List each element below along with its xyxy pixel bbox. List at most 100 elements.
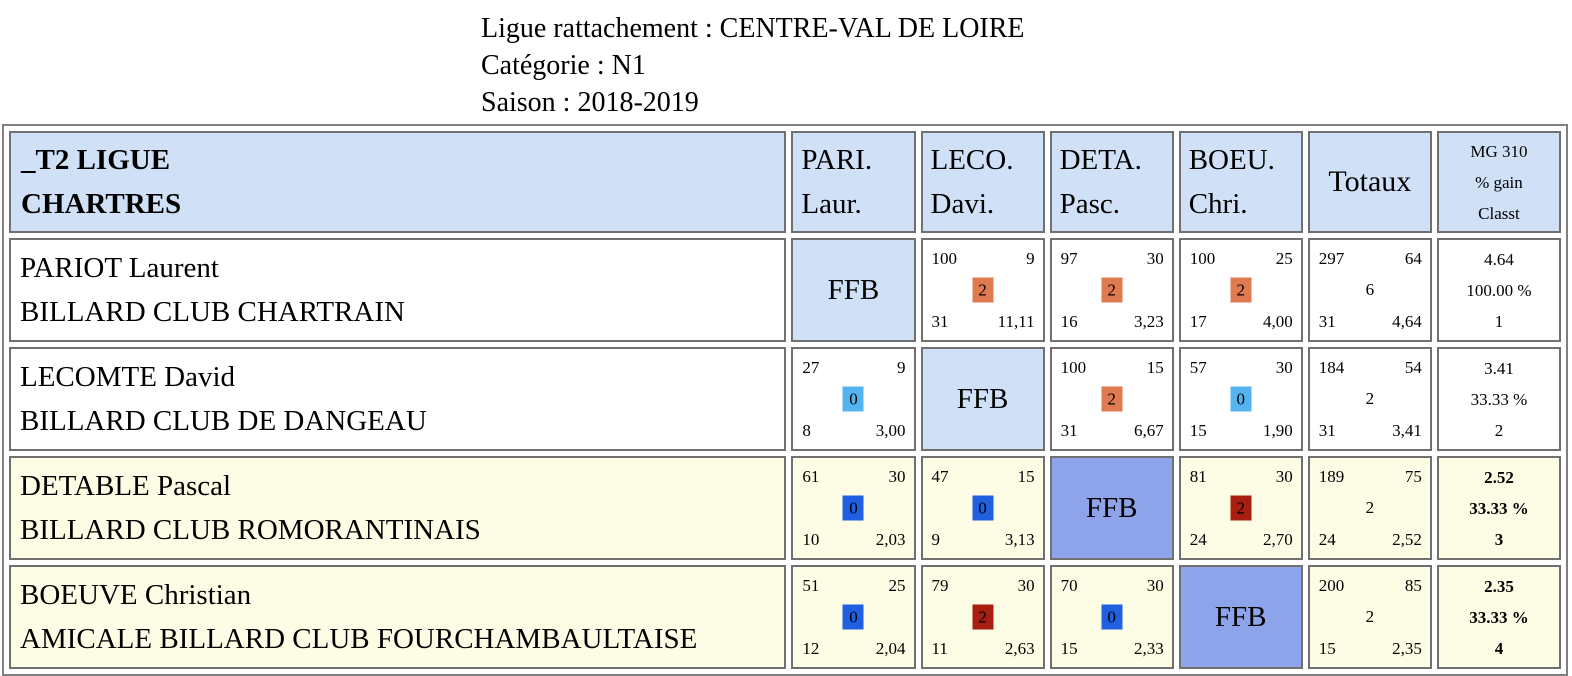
mg-cell: 4.64 100.00 % 1 [1436, 238, 1561, 342]
average: 1,90 [1263, 421, 1293, 440]
match-points: 2 [1101, 277, 1123, 303]
player-header-leco: LECO. Davi. [920, 131, 1045, 233]
total-points: 297 [1318, 249, 1345, 268]
match-cell: 100 9 31 11,11 2 [920, 238, 1045, 342]
player-cell: LECOMTE David BILLARD CLUB DE DANGEAU [9, 347, 787, 451]
match-points-badge: 0 [1101, 604, 1123, 630]
match-points: 2 [1101, 386, 1123, 412]
match-points: 2 [1230, 277, 1252, 303]
points: 70 [1060, 576, 1078, 595]
player-header-line: DETA. [1059, 144, 1142, 176]
player-name: PARIOT Laurent [20, 252, 219, 284]
average: 2,63 [1004, 639, 1035, 658]
average: 2,03 [875, 530, 906, 549]
player-header-deta: DETA. Pasc. [1049, 131, 1174, 233]
high-run: 15 [1060, 639, 1078, 658]
team-city: CHARTRES [21, 188, 182, 220]
gain-percent: 33.33 % [1470, 389, 1528, 409]
total-match-points: 2 [1365, 498, 1375, 517]
total-points: 200 [1318, 576, 1345, 595]
match-points-badge: 0 [842, 386, 864, 412]
high-run: 16 [1060, 312, 1078, 331]
match-cell: 100 15 31 6,67 2 [1049, 347, 1174, 451]
mg-header: MG 310 % gain Classt [1436, 131, 1561, 233]
innings: 30 [1146, 576, 1164, 595]
player-header-pari: PARI. Laur. [791, 131, 916, 233]
match-points-badge: 2 [1230, 495, 1252, 521]
total-match-points: 2 [1365, 389, 1375, 408]
overall-average: 2,52 [1392, 530, 1422, 549]
average: 6,67 [1133, 421, 1164, 440]
match-points-badge: 0 [842, 495, 864, 521]
general-average: 2.52 [1484, 467, 1514, 487]
average: 3,23 [1133, 312, 1164, 331]
points: 27 [802, 358, 820, 377]
ffb-cell: FFB [1178, 565, 1303, 669]
best-high-run: 31 [1318, 421, 1336, 440]
high-run: 17 [1189, 312, 1207, 331]
mg-header-line: MG 310 [1470, 141, 1528, 161]
club-name: BILLARD CLUB CHARTRAIN [20, 296, 405, 328]
average: 3,00 [875, 421, 906, 440]
player-header-line: Pasc. [1059, 188, 1121, 220]
ranking: 4 [1494, 638, 1504, 658]
player-name: DETABLE Pascal [20, 470, 232, 502]
ranking: 3 [1494, 529, 1504, 549]
player-row: BOEUVE Christian AMICALE BILLARD CLUB FOU… [9, 565, 1561, 669]
overall-average: 3,41 [1392, 421, 1422, 440]
match-cell: 79 30 11 2,63 2 [920, 565, 1045, 669]
match-points: 0 [972, 495, 994, 521]
player-cell: PARIOT Laurent BILLARD CLUB CHARTRAIN [9, 238, 787, 342]
innings: 30 [1146, 249, 1164, 268]
team-header: _T2 LIGUE CHARTRES [9, 131, 787, 233]
player-header-line: PARI. [801, 144, 873, 176]
total-match-points: 2 [1365, 607, 1375, 626]
points: 81 [1189, 467, 1207, 486]
player-cell: DETABLE Pascal BILLARD CLUB ROMORANTINAIS [9, 456, 787, 560]
mg-cell: 2.52 33.33 % 3 [1436, 456, 1561, 560]
results-grid: _T2 LIGUE CHARTRES PARI. Laur. LECO. Dav… [2, 124, 1568, 676]
high-run: 9 [931, 530, 941, 549]
total-points: 184 [1318, 358, 1345, 377]
points: 47 [931, 467, 949, 486]
points: 51 [802, 576, 820, 595]
points: 57 [1189, 358, 1207, 377]
gain-percent: 33.33 % [1469, 498, 1529, 518]
high-run: 31 [1060, 421, 1078, 440]
innings: 9 [897, 358, 906, 377]
player-name: BOEUVE Christian [20, 579, 252, 611]
general-average: 3.41 [1484, 358, 1514, 378]
innings: 30 [1275, 358, 1293, 377]
total-innings: 85 [1404, 576, 1422, 595]
points: 97 [1060, 249, 1078, 268]
general-average: 2.35 [1484, 576, 1514, 596]
match-cell: 97 30 16 3,23 2 [1049, 238, 1174, 342]
match-points-badge: 2 [1101, 277, 1123, 303]
category-label: Catégorie : N1 [481, 50, 646, 81]
average: 2,04 [875, 639, 906, 658]
points: 100 [931, 249, 958, 268]
gain-header-line: % gain [1475, 172, 1523, 192]
player-header-line: Chri. [1188, 188, 1248, 220]
overall-average: 4,64 [1392, 312, 1422, 331]
match-points: 0 [842, 386, 864, 412]
match-points: 2 [972, 277, 994, 303]
innings: 9 [1026, 249, 1035, 268]
total-points: 189 [1318, 467, 1345, 486]
player-cell: BOEUVE Christian AMICALE BILLARD CLUB FOU… [9, 565, 787, 669]
average: 3,13 [1004, 530, 1035, 549]
gain-percent: 100.00 % [1466, 280, 1532, 300]
player-row: PARIOT Laurent BILLARD CLUB CHARTRAIN FFB 1… [9, 238, 1561, 342]
match-cell: 70 30 15 2,33 0 [1049, 565, 1174, 669]
innings: 15 [1017, 467, 1035, 486]
high-run: 8 [802, 421, 811, 440]
points: 61 [802, 467, 820, 486]
match-cell: 51 25 12 2,04 0 [791, 565, 916, 669]
gain-percent: 33.33 % [1469, 607, 1529, 627]
club-name: AMICALE BILLARD CLUB FOURCHAMBAULTAISE [20, 623, 698, 655]
match-points-badge: 2 [1230, 277, 1252, 303]
ffb-cell: FFB [920, 347, 1045, 451]
average: 4,00 [1263, 312, 1293, 331]
match-points: 2 [972, 604, 994, 630]
totals-cell: 189 75 2 24 2,52 [1307, 456, 1432, 560]
